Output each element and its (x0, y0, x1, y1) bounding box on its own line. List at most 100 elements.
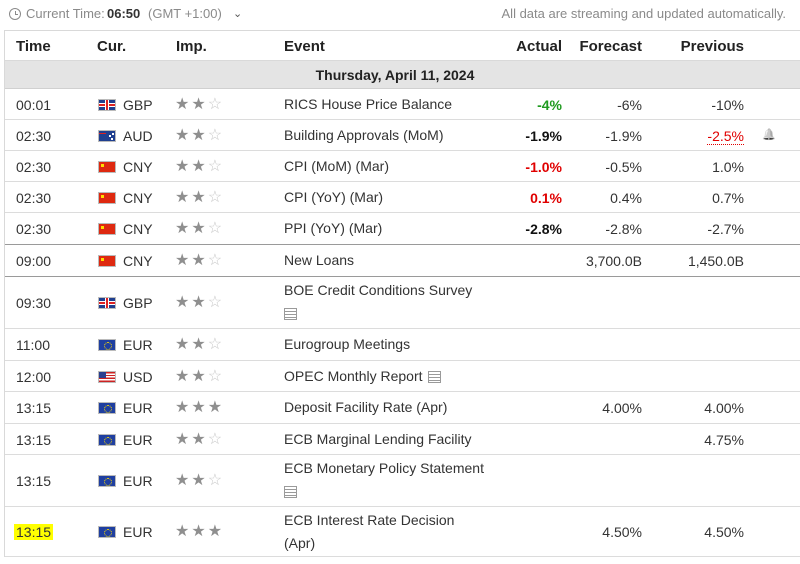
event-name[interactable]: BOE Credit Conditions Survey (284, 279, 472, 302)
event-currency: CNY (123, 159, 153, 175)
forecast-value: 3,700.0B (585, 253, 642, 269)
event-name[interactable]: CPI (YoY) (Mar) (284, 186, 383, 209)
event-name[interactable]: ECB Interest Rate Decision (Apr) (284, 509, 484, 555)
table-row[interactable]: 02:30 CNY ★★☆ CPI (MoM) (Mar) -1.0% -0.5% 1.0% (5, 151, 800, 182)
event-currency: AUD (123, 128, 153, 144)
event-name-text[interactable]: Eurogroup Meetings (284, 336, 411, 352)
event-name[interactable]: Deposit Facility Rate (Apr) (284, 396, 447, 419)
table-row[interactable]: 13:15 EUR ★★☆ ECB Marginal Lending Facility… (5, 424, 800, 455)
event-name-text[interactable]: CPI (YoY) (Mar) (284, 189, 384, 205)
star-filled-icon: ★ (175, 368, 192, 385)
star-filled-icon: ★ (175, 523, 192, 540)
event-name-text[interactable]: Building Approvals (MoM) (284, 127, 444, 143)
bell-plus-icon[interactable]: 🔔 (762, 129, 776, 141)
importance-stars: ★★☆ (175, 432, 224, 448)
table-row[interactable]: 02:30 CNY ★★☆ PPI (YoY) (Mar) -2.8% -2.8% -2.7… (5, 213, 800, 245)
event-currency: CNY (123, 221, 153, 237)
table-row[interactable]: 02:30 CNY ★★☆ CPI (YoY) (Mar) 0.1% 0.4% 0.7% (5, 182, 800, 213)
event-name[interactable]: CPI (MoM) (Mar) (284, 155, 389, 178)
table-row[interactable]: 09:30 GBP ★★☆ BOE Credit Conditions Survey (5, 277, 800, 329)
star-filled-icon: ★ (175, 189, 192, 206)
event-name[interactable]: New Loans (284, 249, 354, 272)
star-filled-icon: ★ (191, 431, 208, 448)
flag-cn-icon (98, 161, 116, 173)
column-header-currency[interactable]: Cur. (97, 38, 127, 55)
star-empty-icon: ☆ (207, 189, 225, 206)
star-filled-icon: ★ (191, 127, 208, 144)
table-row[interactable]: 02:30 AUD ★★☆ Building Approvals (MoM) -1.9%… (5, 120, 800, 151)
table-row[interactable]: 13:15 EUR ★★☆ ECB Monetary Policy Statement (5, 455, 800, 507)
star-empty-icon: ☆ (207, 294, 225, 311)
star-empty-icon: ☆ (207, 96, 225, 113)
forecast-value: -2.8% (605, 221, 642, 237)
flag-cn-icon (98, 255, 116, 267)
timezone-selector[interactable]: (GMT +1:00) (148, 6, 222, 21)
event-time: 09:30 (16, 295, 52, 311)
previous-value: 1.0% (712, 159, 744, 175)
importance-stars: ★★☆ (175, 473, 224, 489)
document-icon[interactable] (284, 486, 297, 498)
star-filled-icon: ★ (191, 472, 208, 489)
table-row[interactable]: 12:00 USD ★★☆ OPEC Monthly Report (5, 361, 800, 392)
document-icon[interactable] (284, 308, 297, 320)
forecast-value: 0.4% (610, 190, 642, 206)
event-name-text[interactable]: ECB Interest Rate Decision (Apr) (284, 512, 455, 551)
previous-value[interactable]: -2.5% (707, 128, 744, 145)
economic-calendar-table: Time Cur. Imp. Event Actual Forecast Pre… (4, 30, 800, 557)
column-header-actual[interactable]: Actual (516, 38, 562, 55)
chevron-down-icon[interactable]: ⌄ (233, 8, 243, 20)
table-row[interactable]: 09:00 CNY ★★☆ New Loans 3,700.0B 1,450.0B (5, 245, 800, 277)
event-name-text[interactable]: PPI (YoY) (Mar) (284, 220, 383, 236)
flag-cn-icon (98, 223, 116, 235)
star-filled-icon: ★ (191, 368, 208, 385)
table-row[interactable]: 11:00 EUR ★★☆ Eurogroup Meetings (5, 329, 800, 361)
event-name[interactable]: Building Approvals (MoM) (284, 124, 444, 147)
event-name-text[interactable]: RICS House Price Balance (284, 96, 453, 112)
event-name[interactable]: ECB Marginal Lending Facility (284, 428, 472, 451)
event-name[interactable]: Eurogroup Meetings (284, 333, 410, 356)
event-name-text[interactable]: CPI (MoM) (Mar) (284, 158, 389, 174)
flag-eu-icon (98, 475, 116, 487)
star-empty-icon: ☆ (207, 431, 225, 448)
star-filled-icon: ★ (191, 523, 208, 540)
event-time: 13:15 (14, 524, 54, 540)
column-header-forecast[interactable]: Forecast (579, 38, 642, 55)
event-name-text[interactable]: ECB Monetary Policy Statement (284, 460, 484, 476)
event-currency: EUR (123, 432, 153, 448)
star-empty-icon: ☆ (207, 472, 225, 489)
flag-gb-icon (98, 99, 116, 111)
column-header-event[interactable]: Event (284, 38, 325, 55)
event-currency: EUR (123, 400, 153, 416)
table-row[interactable]: 13:15 EUR ★★★ Deposit Facility Rate (Apr) 4.… (5, 392, 800, 424)
document-icon[interactable] (427, 371, 441, 384)
event-rows: 00:01 GBP ★★☆ RICS House Price Balance -4% -6… (5, 89, 800, 557)
table-row[interactable]: 00:01 GBP ★★☆ RICS House Price Balance -4% -6… (5, 89, 800, 120)
previous-value: -2.7% (707, 221, 744, 237)
event-name[interactable]: ECB Monetary Policy Statement (284, 457, 484, 480)
star-filled-icon: ★ (207, 399, 225, 416)
column-header-importance[interactable]: Imp. (176, 38, 207, 55)
column-header-time[interactable]: Time (16, 38, 51, 55)
clock-icon (9, 8, 21, 20)
event-name[interactable]: RICS House Price Balance (284, 93, 452, 116)
flag-us-icon (98, 371, 116, 383)
star-empty-icon: ☆ (207, 127, 225, 144)
event-name[interactable]: OPEC Monthly Report (284, 365, 441, 388)
event-time: 02:30 (16, 159, 52, 175)
event-name-text[interactable]: ECB Marginal Lending Facility (284, 431, 472, 447)
star-empty-icon: ☆ (207, 368, 225, 385)
event-name-text[interactable]: Deposit Facility Rate (Apr) (284, 399, 448, 415)
importance-stars: ★★☆ (175, 295, 224, 311)
event-name-text[interactable]: OPEC Monthly Report (284, 368, 423, 384)
star-filled-icon: ★ (175, 220, 192, 237)
actual-value: -2.8% (525, 221, 562, 237)
event-name-text[interactable]: BOE Credit Conditions Survey (284, 282, 473, 298)
event-time: 02:30 (16, 221, 52, 237)
column-header-previous[interactable]: Previous (680, 38, 744, 55)
event-name-text[interactable]: New Loans (284, 252, 355, 268)
table-row[interactable]: 13:15 EUR ★★★ ECB Interest Rate Decision (A… (5, 507, 800, 557)
event-name[interactable]: PPI (YoY) (Mar) (284, 217, 382, 240)
forecast-value: -1.9% (605, 128, 642, 144)
previous-value: 0.7% (712, 190, 744, 206)
flag-cn-icon (98, 192, 116, 204)
